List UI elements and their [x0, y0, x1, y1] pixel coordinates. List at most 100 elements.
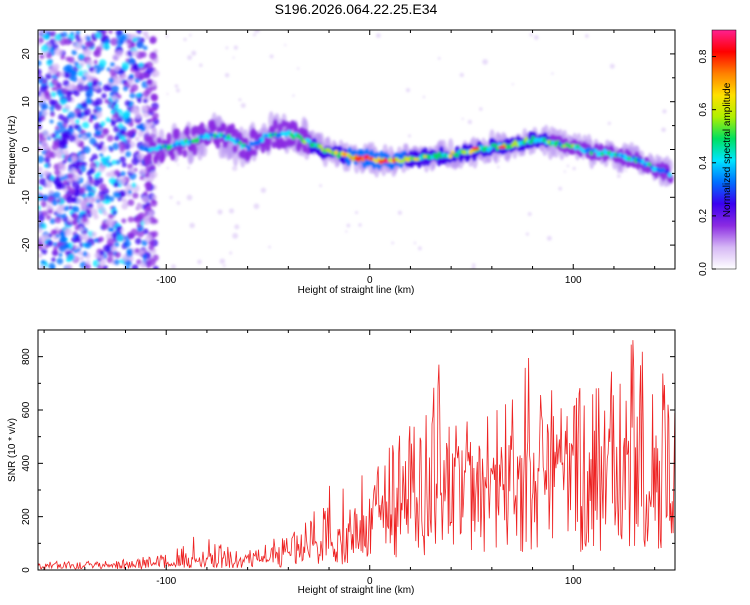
noise-blob: [187, 55, 193, 61]
noise-blob: [183, 37, 187, 42]
noise-blob: [143, 191, 148, 196]
noise-blob: [113, 259, 120, 266]
colorbar-gradient: [711, 29, 737, 270]
noise-blob: [80, 199, 88, 207]
colorbar-tick-label: 0.0: [698, 262, 709, 276]
noise-blob: [124, 265, 131, 269]
noise-blob: [65, 264, 73, 269]
noise-blob: [171, 264, 176, 269]
noise-blob: [408, 134, 412, 138]
noise-blob: [71, 219, 78, 226]
noise-blob: [189, 33, 192, 37]
noise-blob: [64, 205, 70, 211]
noise-blob: [91, 231, 97, 238]
noise-blob: [133, 216, 139, 223]
noise-blob: [84, 263, 91, 269]
noise-blob: [132, 37, 138, 43]
noise-blob: [148, 244, 155, 251]
noise-blob: [391, 241, 394, 245]
noise-blob: [609, 63, 615, 69]
x-tick-label: -100: [156, 576, 176, 587]
noise-blob: [59, 37, 67, 46]
noise-blob: [346, 223, 351, 228]
noise-blob: [186, 194, 193, 201]
snr-panel: -100 0 100 0 200 400 600 800 Height of straight…: [7, 329, 676, 596]
noise-blob: [240, 103, 246, 108]
noise-blob: [145, 181, 152, 187]
noise-blob: [151, 230, 159, 238]
noise-blob: [292, 94, 295, 97]
ridge-core: [181, 141, 186, 147]
snr-marks: [38, 340, 675, 570]
ridge-body: [232, 144, 238, 153]
noise-blob: [85, 35, 91, 41]
spectrogram-xlabel: Height of straight line (km): [298, 285, 415, 296]
ridge-core: [593, 149, 598, 153]
noise-blob: [143, 98, 148, 104]
noise-blob: [103, 265, 108, 269]
noise-blob: [83, 108, 91, 116]
ridge-core: [667, 172, 672, 178]
ridge-body: [182, 149, 188, 158]
y-tick-label: 200: [21, 508, 32, 525]
noise-blob: [38, 146, 41, 152]
noise-blob: [89, 137, 97, 145]
noise-blob: [149, 37, 157, 44]
noise-blob: [51, 132, 57, 139]
noise-blob: [130, 228, 139, 236]
colorbar-tick-label: 0.8: [698, 49, 709, 63]
noise-blob: [74, 33, 81, 40]
noise-blob: [82, 146, 91, 154]
noise-blob: [142, 217, 151, 225]
ridge-body: [192, 144, 198, 156]
noise-blob: [58, 252, 63, 258]
noise-blob: [46, 240, 54, 247]
noise-blob: [146, 66, 154, 75]
noise-blob: [87, 81, 93, 87]
ridge-core: [640, 159, 645, 165]
noise-blob: [607, 121, 611, 125]
noise-blob: [461, 117, 464, 120]
noise-blob: [84, 97, 92, 104]
noise-blob: [38, 155, 45, 164]
noise-blob: [55, 233, 60, 239]
noise-blob: [112, 210, 117, 215]
noise-blob: [140, 51, 147, 58]
noise-blob: [60, 131, 69, 140]
noise-blob: [100, 223, 108, 231]
noise-blob: [50, 30, 57, 37]
noise-blob: [127, 189, 133, 195]
noise-blob: [260, 187, 267, 193]
noise-blob: [42, 110, 48, 117]
noise-blob: [67, 111, 76, 119]
noise-blob: [139, 168, 147, 176]
noise-blob: [111, 85, 119, 93]
noise-blob: [62, 243, 70, 250]
noise-blob: [74, 245, 80, 250]
noise-blob: [129, 92, 136, 99]
noise-blob: [40, 259, 45, 264]
noise-blob: [122, 85, 129, 92]
noise-blob: [91, 80, 98, 87]
ridge-core: [455, 152, 460, 158]
noise-blob: [135, 124, 141, 130]
noise-blob: [116, 226, 121, 231]
noise-blob: [104, 99, 109, 104]
noise-blob: [106, 155, 111, 160]
noise-blob: [71, 76, 78, 83]
noise-blob: [126, 130, 133, 137]
noise-blob: [228, 208, 235, 214]
noise-blob: [107, 250, 114, 257]
noise-blob: [51, 78, 59, 87]
noise-blob: [68, 124, 74, 130]
noise-blob: [136, 230, 144, 238]
noise-blob: [127, 199, 135, 206]
noise-blob: [120, 135, 127, 142]
noise-blob: [82, 230, 87, 235]
ridge-peak: [377, 159, 386, 164]
noise-blob: [38, 116, 42, 123]
ridge-core: [450, 150, 455, 154]
noise-blob: [60, 236, 68, 243]
noise-blob: [136, 41, 144, 49]
noise-blob: [50, 111, 55, 117]
